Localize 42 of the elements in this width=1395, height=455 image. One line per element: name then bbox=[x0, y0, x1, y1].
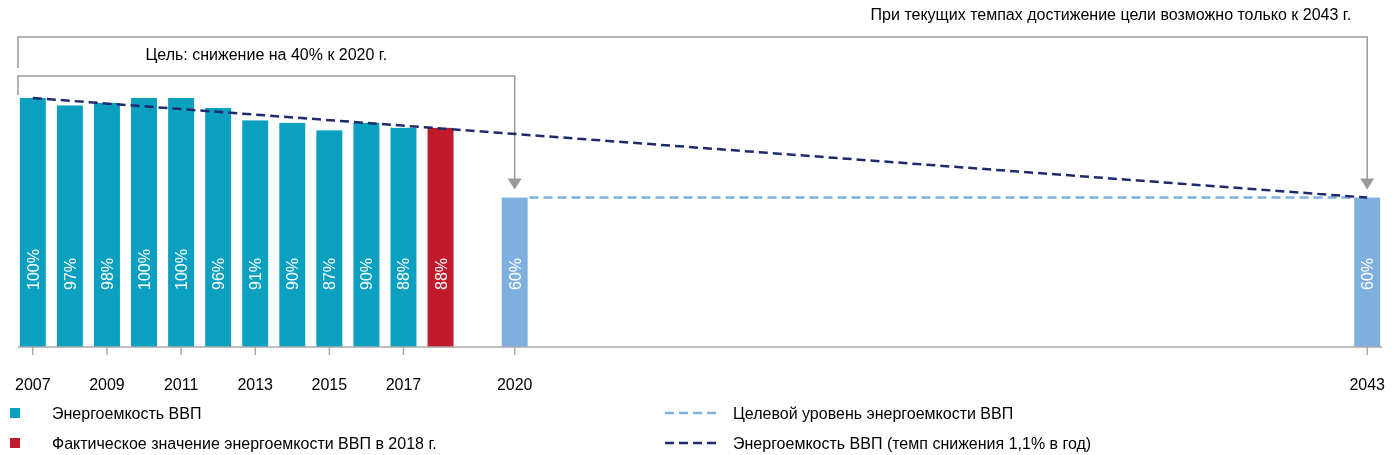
bar bbox=[168, 98, 195, 347]
data-label: 60% bbox=[1359, 257, 1377, 290]
bar bbox=[353, 122, 380, 347]
bar bbox=[19, 98, 46, 347]
bar bbox=[205, 107, 232, 347]
legend-label: Энергоемкость ВВП bbox=[52, 405, 202, 422]
data-label: 88% bbox=[432, 257, 450, 290]
bar bbox=[131, 98, 157, 347]
x-tick-label: 2013 bbox=[237, 376, 274, 393]
x-tick-label: 2020 bbox=[496, 376, 533, 393]
bar bbox=[427, 127, 454, 347]
x-tick-label: 2043 bbox=[1349, 376, 1386, 393]
x-tick-label: 2007 bbox=[15, 376, 51, 393]
bar bbox=[501, 197, 528, 347]
data-label: 91% bbox=[247, 257, 265, 290]
x-tick-label: 2017 bbox=[385, 376, 422, 393]
data-label: 100% bbox=[136, 249, 154, 290]
bar bbox=[279, 122, 306, 347]
legend-label: Целевой уровень энергоемкости ВВП bbox=[733, 405, 1014, 422]
data-label: 60% bbox=[506, 257, 524, 290]
bar bbox=[242, 120, 269, 347]
data-label: 90% bbox=[284, 257, 302, 290]
legend-label: Энергоемкость ВВП (темп снижения 1,1% в год) bbox=[733, 435, 1092, 452]
data-label: 100% bbox=[24, 249, 42, 290]
data-label: 87% bbox=[321, 257, 339, 290]
bar bbox=[1354, 197, 1381, 347]
bar bbox=[93, 102, 120, 347]
x-tick-label: 2015 bbox=[311, 376, 348, 393]
data-label: 90% bbox=[358, 257, 376, 290]
x-tick-label: 2009 bbox=[89, 376, 125, 393]
data-label: 88% bbox=[395, 257, 413, 290]
x-tick-label: 2011 bbox=[163, 376, 199, 393]
bar bbox=[56, 105, 83, 347]
bar bbox=[316, 130, 343, 347]
text: При текущих темпах достижение цели возможно только к 2043 г. bbox=[870, 6, 1352, 23]
bar bbox=[390, 127, 417, 347]
data-label: 98% bbox=[98, 257, 116, 290]
text: Цель: снижение на 40% к 2020 г. bbox=[145, 46, 388, 63]
data-label: 97% bbox=[61, 257, 79, 290]
data-label: 100% bbox=[173, 249, 191, 290]
data-label: 96% bbox=[210, 257, 228, 290]
legend-label: Фактическое значение энергоемкости ВВП в 2018 г. bbox=[52, 435, 437, 452]
